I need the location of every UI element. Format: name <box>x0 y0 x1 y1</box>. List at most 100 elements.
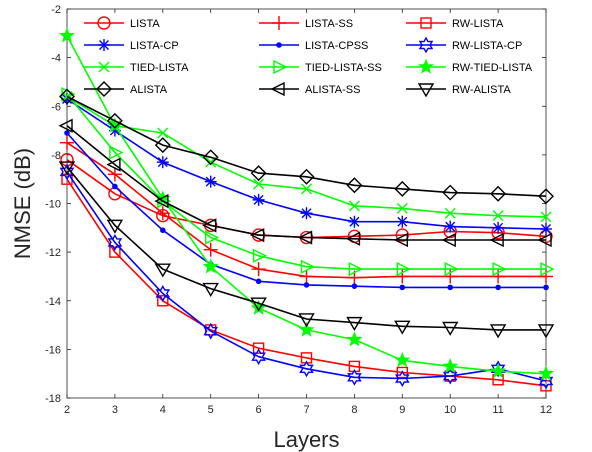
data-point-rw-alista <box>58 161 76 176</box>
series-layer <box>58 27 555 392</box>
data-point-alista <box>490 185 507 202</box>
data-point-lista-cp <box>252 193 265 206</box>
data-point-rw-lista <box>252 342 265 354</box>
legend-label: LISTA <box>130 18 160 30</box>
data-point-alista <box>298 168 315 185</box>
series-line-rw-lista <box>66 178 547 387</box>
legend: LISTA LISTA-SS RW-LISTA LISTA-CP LISTA-CPSS R… <box>84 16 533 98</box>
data-point-lista-ss <box>539 269 553 284</box>
data-point-lista-ss <box>107 167 122 182</box>
data-point-rw-lista-cp <box>251 348 266 366</box>
data-point-tied-lista-ss <box>109 145 124 160</box>
data-point-alista <box>202 149 219 166</box>
legend-marker <box>97 16 111 30</box>
data-point-rw-lista-cp <box>347 368 362 386</box>
data-point-lista-cp <box>444 220 457 233</box>
legend-entry-rw-lista-cp: RW-LISTA-CP <box>406 36 522 54</box>
legend-label: RW-LISTA-CP <box>452 40 522 52</box>
data-point-lista-cpss <box>64 130 70 136</box>
y-tick-label: -2 <box>51 4 61 16</box>
data-point-lista-cp <box>348 215 361 228</box>
data-point-alista <box>154 137 171 154</box>
data-point-alista-ss <box>489 232 504 248</box>
legend-label: ALISTA <box>130 84 168 96</box>
data-point-alista-ss <box>58 118 73 133</box>
data-point-tied-lista <box>157 127 169 139</box>
data-point-alista-ss <box>537 232 552 248</box>
data-point-tied-lista-ss <box>300 259 316 274</box>
legend-marker <box>418 58 434 74</box>
data-point-tied-lista-ss <box>252 248 268 263</box>
data-point-tied-lista <box>540 211 552 223</box>
data-point-tied-lista-ss <box>492 262 507 277</box>
data-point-lista-cp <box>204 175 217 188</box>
data-point-rw-lista-cp <box>59 163 75 181</box>
legend-marker <box>418 36 434 54</box>
data-point-rw-alista <box>250 297 267 312</box>
legend-entry-rw-alista: RW-ALISTA <box>406 83 511 98</box>
data-point-rw-tied-lista <box>442 358 459 374</box>
data-point-alista <box>346 177 363 194</box>
series-line-alista-ss <box>66 125 546 241</box>
data-point-lista-ss <box>155 206 170 221</box>
data-point-lista-cpss <box>112 183 118 190</box>
data-point-rw-alista <box>441 321 459 336</box>
legend-label: TIED-LISTA-SS <box>305 62 382 74</box>
data-point-lista-ss <box>299 269 314 284</box>
data-point-tied-lista-ss <box>348 262 363 277</box>
series-line-rw-lista-cp <box>66 171 547 382</box>
data-point-lista-cp <box>156 156 169 169</box>
data-point-lista-cp <box>492 221 505 234</box>
data-point-rw-lista-cp <box>203 322 218 340</box>
x-tick-label: 6 <box>256 404 262 416</box>
data-point-tied-lista <box>396 202 408 214</box>
legend-entry-lista: LISTA <box>84 16 160 30</box>
data-point-lista-cpss <box>255 278 262 285</box>
data-point-rw-lista-cp <box>299 360 314 378</box>
data-point-rw-alista <box>202 282 219 297</box>
series-tied-lista <box>61 91 552 223</box>
data-point-lista-ss <box>60 135 74 150</box>
data-point-lista-ss <box>251 262 266 277</box>
x-tick-label: 4 <box>160 404 166 416</box>
data-point-lista-ss <box>395 269 410 284</box>
legend-entry-lista-cp: LISTA-CP <box>84 39 179 52</box>
legend-label: LISTA-SS <box>305 18 353 30</box>
data-point-lista-cpss <box>543 284 549 291</box>
series-line-tied-lista-ss <box>66 93 546 270</box>
data-point-lista-ss <box>443 269 458 284</box>
data-point-rw-tied-lista <box>59 27 75 43</box>
data-point-rw-lista <box>157 295 169 307</box>
data-point-tied-lista <box>301 183 312 195</box>
legend-marker <box>270 81 285 97</box>
legend-marker <box>272 16 286 30</box>
legend-label: LISTA-CPSS <box>305 40 368 52</box>
y-tick-label: -16 <box>45 344 61 356</box>
data-point-lista-cpss <box>303 282 310 288</box>
series-line-rw-alista <box>66 166 546 331</box>
y-axis-label: NMSE (dB) <box>10 148 35 259</box>
legend-marker <box>273 59 288 75</box>
legend-label: TIED-LISTA <box>130 62 189 74</box>
legend-entry-alista-ss: ALISTA-SS <box>259 81 360 97</box>
data-point-rw-alista <box>298 313 315 328</box>
data-point-rw-tied-lista <box>394 351 411 368</box>
data-point-lista <box>395 228 409 242</box>
data-point-alista <box>106 112 123 129</box>
y-tick-label: -12 <box>45 247 61 259</box>
series-rw-alista <box>58 161 555 339</box>
data-point-alista <box>250 165 267 182</box>
data-point-rw-tied-lista <box>346 331 363 347</box>
x-tick-label: 3 <box>112 404 118 416</box>
data-point-rw-alista <box>154 263 172 278</box>
data-point-alista-ss <box>345 231 361 246</box>
data-point-rw-tied-lista <box>538 365 554 381</box>
series-rw-lista-cp <box>59 163 554 390</box>
data-point-tied-lista <box>444 207 456 219</box>
data-point-tied-lista <box>492 210 504 222</box>
y-tick-label: -6 <box>51 101 61 113</box>
x-tick-label: 10 <box>444 404 456 416</box>
y-tick-label: -18 <box>45 393 61 405</box>
data-point-alista-ss <box>154 193 169 209</box>
